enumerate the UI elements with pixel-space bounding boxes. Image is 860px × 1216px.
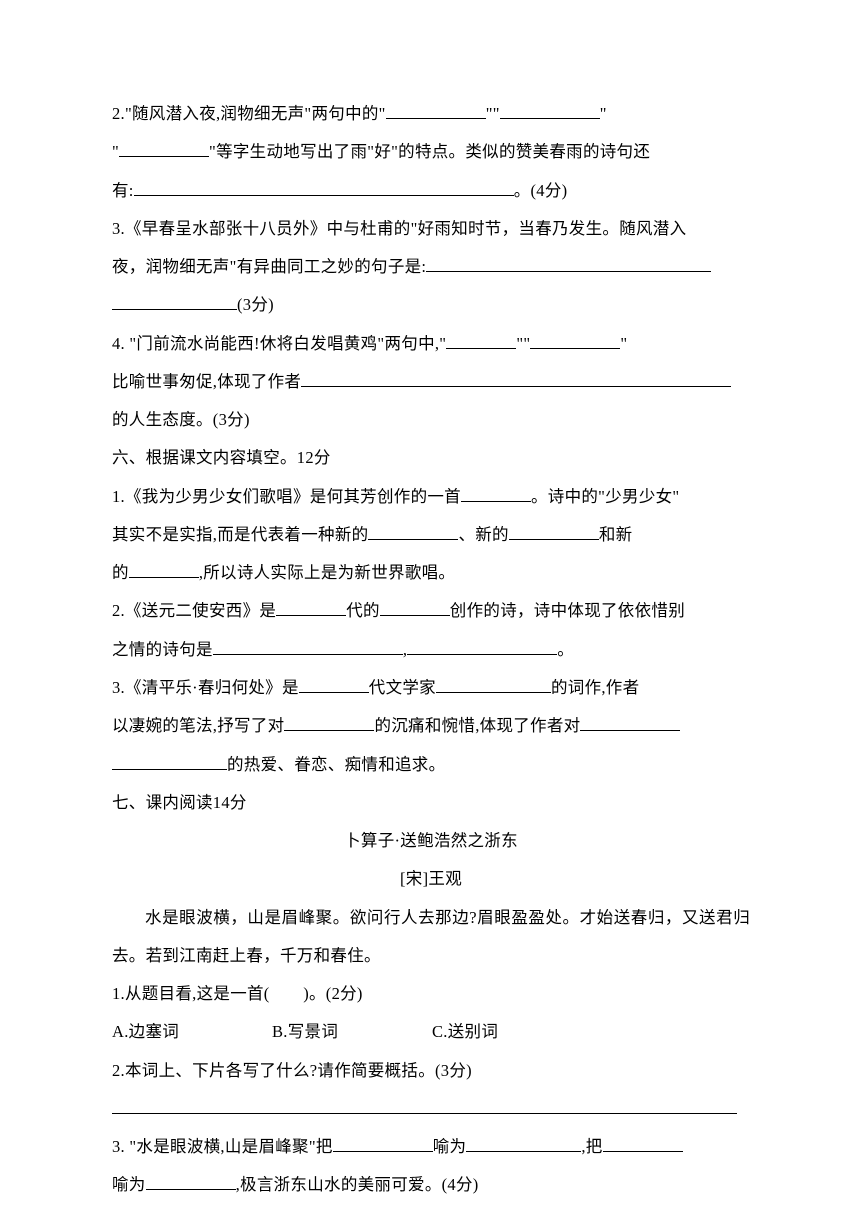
s6q1-g: ,所以诗人实际上是为新世界歌唱。 [199,563,455,582]
fill-blank[interactable] [129,560,199,578]
worksheet-content: 2."随风潜入夜,润物细无声"两句中的"""" ""等字生动地写出了雨"好"的特… [112,95,750,1205]
s6q3-f: 的热爱、眷恋、痴情和追求。 [227,755,445,774]
q2-suffix: 。(4分) [514,181,568,200]
q4-line2: 比喻世事匆促,体现了作者 [112,363,750,401]
fill-blank[interactable] [134,177,514,195]
q3-line2: 夜，润物细无声"有异曲同工之妙的句子是: [112,248,750,286]
s6-q1-line3: 的 ,所以诗人实际上是为新世界歌唱。 [112,554,750,592]
fill-blank[interactable] [119,139,209,157]
s6q1-f: 的 [112,563,129,582]
s6q2-b: 代的 [346,601,380,620]
fill-blank[interactable] [509,522,599,540]
s6-q3-line2: 以凄婉的笔法,抒写了对 的沉痛和惋惜,体现了作者对 [112,707,750,745]
q2-quote-open: " [112,142,119,161]
s6-q3-line3: 的热爱、眷恋、痴情和追求。 [112,746,750,784]
q2-text: 2."随风潜入夜,润物细无声"两句中的" [112,104,386,123]
s7-q3-line1: 3. "水是眼波横,山是眉峰聚"把 喻为 ,把 [112,1128,750,1166]
s6-q2-line2: 之情的诗句是,。 [112,631,750,669]
s7-q2: 2.本词上、下片各写了什么?请作简要概括。(3分) [112,1052,750,1090]
fill-blank[interactable] [580,713,680,731]
q3-suffix: (3分) [237,295,274,314]
q4-mid: "" [516,334,530,353]
s7q3-a: 3. "水是眼波横,山是眉峰聚"把 [112,1137,333,1156]
q2-prefix3: 有: [112,181,134,200]
s6q3-b: 代文学家 [369,678,436,697]
poem-body: 水是眼波横，山是眉峰聚。欲问行人去那边?眉眼盈盈处。才始送春归，又送君归去。若到… [112,899,750,976]
s6q1-c: 其实不是实指,而是代表着一种新的 [112,525,368,544]
s7q3-d: 喻为 [112,1175,146,1194]
s7-q3-line2: 喻为 ,极言浙东山水的美丽可爱。(4分) [112,1166,750,1204]
s6q3-d: 以凄婉的笔法,抒写了对 [112,716,284,735]
option-c[interactable]: C.送别词 [432,1013,592,1051]
s6q1-b: 。诗中的"少男少女" [531,487,679,506]
q4-text2: 比喻世事匆促,体现了作者 [112,372,301,391]
fill-blank[interactable] [299,675,369,693]
s6q2-f: 。 [557,640,574,659]
fill-blank[interactable] [436,675,551,693]
fill-blank[interactable] [500,101,600,119]
fill-blank[interactable] [380,598,450,616]
s6-q2-line1: 2.《送元二使安西》是 代的 创作的诗，诗中体现了依依惜别 [112,592,750,630]
s6q3-c: 的词作,作者 [551,678,639,697]
q2-line1: 2."随风潜入夜,润物细无声"两句中的"""" [112,95,750,133]
s7q3-c: ,把 [581,1137,602,1156]
fill-blank[interactable] [530,330,620,348]
fill-blank[interactable] [461,484,531,502]
s7q3-b: 喻为 [433,1137,467,1156]
s6q3-e: 的沉痛和惋惜,体现了作者对 [374,716,580,735]
section7-title: 七、课内阅读14分 [112,784,750,822]
fill-blank[interactable] [407,637,557,655]
q4-end: " [620,334,627,353]
q3-text: 夜，润物细无声"有异曲同工之妙的句子是: [112,257,426,276]
fill-blank[interactable] [213,637,403,655]
s7-q1: 1.从题目看,这是一首( )。(2分) [112,975,750,1013]
s6q1-a: 1.《我为少男少女们歌唱》是何其芳创作的一首 [112,487,461,506]
q2-line2: " "等字生动地写出了雨"好"的特点。类似的赞美春雨的诗句还 [112,133,750,171]
q2-text2: "等字生动地写出了雨"好"的特点。类似的赞美春雨的诗句还 [209,142,650,161]
q4-line1: 4. "门前流水尚能西!休将白发唱黄鸡"两句中,"""" [112,325,750,363]
s6q2-d: 之情的诗句是 [112,640,213,659]
fill-blank[interactable] [301,369,731,387]
poem-author: [宋]王观 [112,860,750,898]
section6-title: 六、根据课文内容填空。12分 [112,439,750,477]
s6q2-c: 创作的诗，诗中体现了依依惜别 [450,601,685,620]
q4-text: 4. "门前流水尚能西!休将白发唱黄鸡"两句中," [112,334,446,353]
fill-blank[interactable] [426,254,711,272]
option-a[interactable]: A.边塞词 [112,1013,272,1051]
fill-blank[interactable] [386,101,486,119]
s6q1-e: 和新 [599,525,633,544]
s6q2-a: 2.《送元二使安西》是 [112,601,276,620]
fill-blank[interactable] [276,598,346,616]
fill-blank[interactable] [466,1134,581,1152]
fill-blank[interactable] [112,751,227,769]
q2-quote: "" [486,104,500,123]
s6-q3-line1: 3.《清平乐·春归何处》是 代文学家 的词作,作者 [112,669,750,707]
fill-blank[interactable] [446,330,516,348]
fill-blank[interactable] [368,522,458,540]
fill-blank[interactable] [603,1134,683,1152]
option-b[interactable]: B.写景词 [272,1013,432,1051]
poem-title: 卜算子·送鲍浩然之浙东 [112,822,750,860]
q3-line1: 3.《早春呈水部张十八员外》中与杜甫的"好雨知时节，当春乃发生。随风潜入 [112,210,750,248]
s7q3-e: ,极言浙东山水的美丽可爱。(4分) [236,1175,479,1194]
q3-line3: (3分) [112,286,750,324]
fill-blank[interactable] [112,292,237,310]
s6q1-d: 、新的 [458,525,508,544]
s6-q1-line2: 其实不是实指,而是代表着一种新的 、新的 和新 [112,516,750,554]
fill-blank[interactable] [333,1134,433,1152]
s7-q1-options: A.边塞词 B.写景词 C.送别词 [112,1013,750,1051]
s6-q1-line1: 1.《我为少男少女们歌唱》是何其芳创作的一首 。诗中的"少男少女" [112,478,750,516]
fill-blank[interactable] [284,713,374,731]
s7-q2-answer [112,1090,750,1128]
fill-blank[interactable] [146,1172,236,1190]
fill-blank[interactable] [112,1096,737,1114]
q4-line3: 的人生态度。(3分) [112,401,750,439]
s6q3-a: 3.《清平乐·春归何处》是 [112,678,299,697]
q2-line3: 有: 。(4分) [112,172,750,210]
